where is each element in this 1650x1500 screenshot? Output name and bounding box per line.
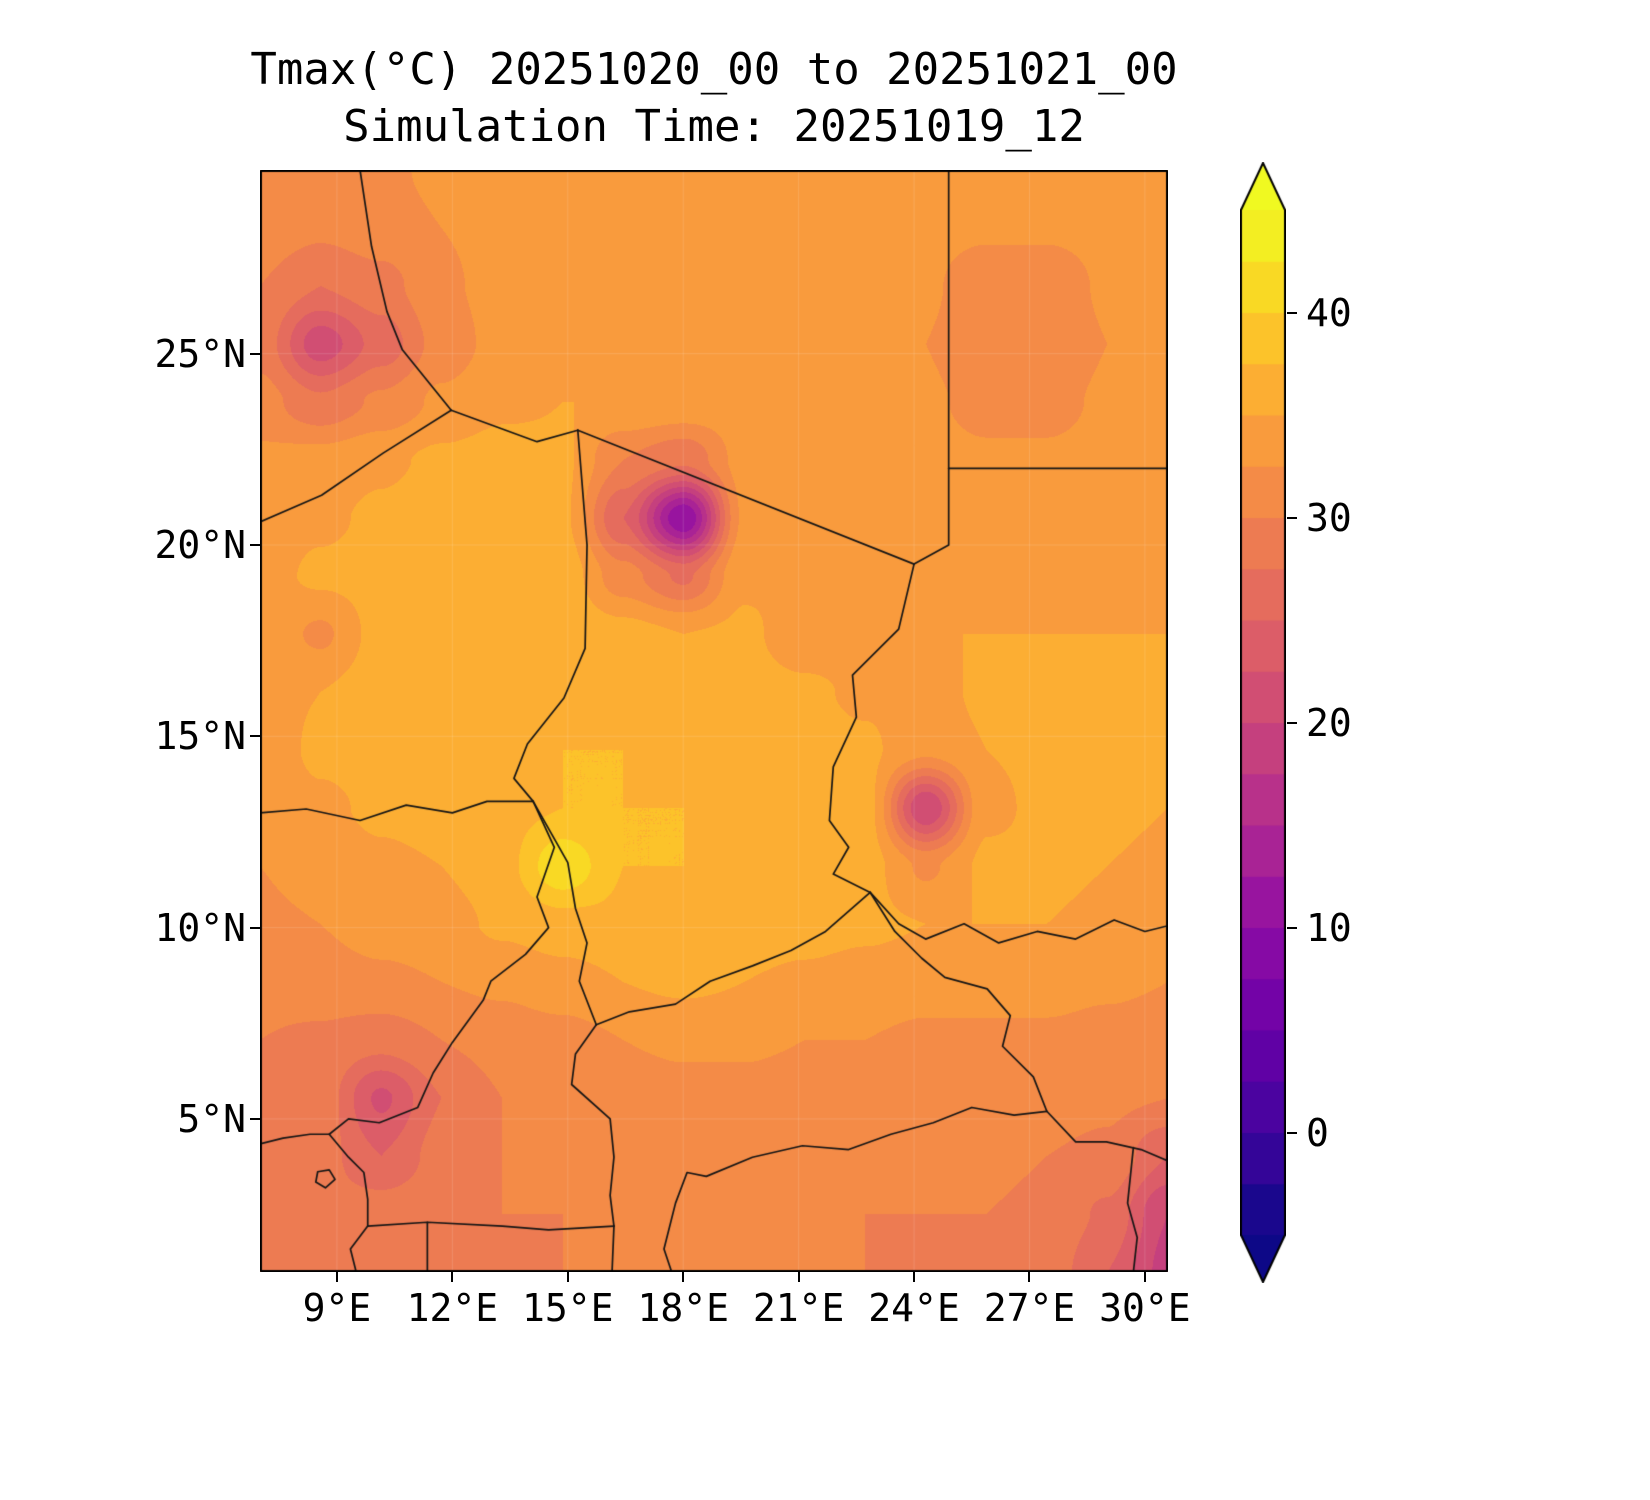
chart-subtitle: Simulation Time: 20251019_12 — [343, 101, 1085, 152]
y-tick-label: 25°N — [154, 331, 246, 376]
x-tick-mark — [566, 1272, 569, 1282]
x-tick-label: 9°E — [302, 1286, 372, 1330]
y-tick-mark — [250, 926, 260, 929]
x-tick-label: 30°E — [1099, 1286, 1191, 1330]
colorbar-tick-mark — [1287, 1131, 1297, 1134]
y-tick-mark — [250, 1117, 260, 1120]
colorbar-tick-mark — [1287, 516, 1297, 519]
y-tick-label: 20°N — [154, 522, 246, 567]
x-tick-mark — [451, 1272, 454, 1282]
y-tick-mark — [250, 543, 260, 546]
y-tick-label: 15°N — [154, 714, 246, 759]
colorbar-tick-mark — [1287, 926, 1297, 929]
colorbar-tick-label: 40 — [1306, 290, 1352, 335]
x-tick-label: 27°E — [983, 1286, 1076, 1330]
y-tick-label: 10°N — [154, 905, 246, 950]
x-tick-mark — [335, 1272, 338, 1282]
y-tick-mark — [250, 352, 260, 355]
temperature-heatmap — [260, 170, 1168, 1272]
colorbar-tick-label: 10 — [1306, 905, 1352, 950]
chart-title: Tmax(°C) 20251020_00 to 20251021_00 — [250, 44, 1178, 95]
x-tick-mark — [797, 1272, 800, 1282]
colorbar-tick-mark — [1287, 311, 1297, 314]
x-tick-label: 21°E — [752, 1286, 845, 1330]
x-tick-label: 15°E — [522, 1286, 614, 1330]
colorbar-tick-label: 0 — [1306, 1110, 1329, 1155]
colorbar — [1240, 162, 1286, 1283]
colorbar-tick-mark — [1287, 721, 1297, 724]
x-tick-label: 18°E — [637, 1286, 729, 1330]
x-tick-label: 24°E — [868, 1286, 960, 1330]
colorbar-tick-label: 20 — [1306, 700, 1352, 745]
x-tick-mark — [1028, 1272, 1031, 1282]
x-tick-mark — [913, 1272, 916, 1282]
y-tick-mark — [250, 735, 260, 738]
x-tick-label: 12°E — [406, 1286, 499, 1330]
x-tick-mark — [1143, 1272, 1146, 1282]
y-tick-label: 5°N — [177, 1096, 246, 1141]
colorbar-tick-label: 30 — [1306, 495, 1352, 540]
x-tick-mark — [682, 1272, 685, 1282]
